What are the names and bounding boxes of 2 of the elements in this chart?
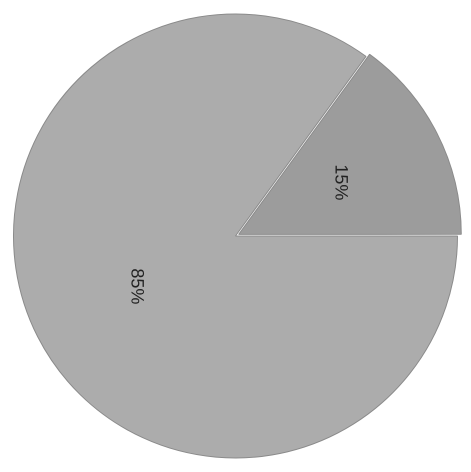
data-label: 85% bbox=[128, 268, 148, 304]
data-label: 15% bbox=[332, 164, 352, 200]
